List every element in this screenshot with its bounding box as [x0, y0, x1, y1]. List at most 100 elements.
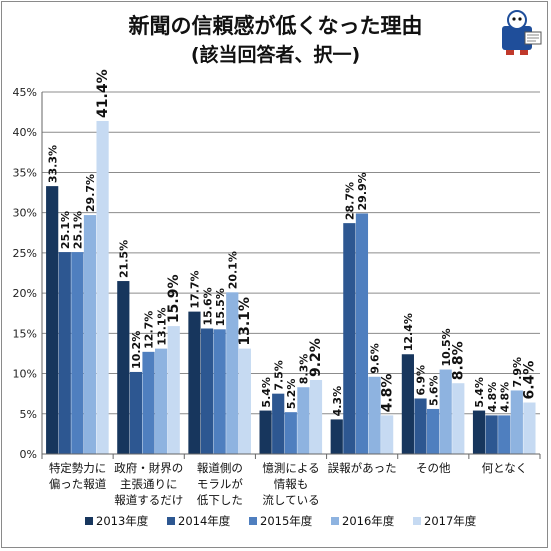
bar	[155, 348, 168, 454]
bar	[381, 415, 394, 454]
bar	[238, 348, 251, 454]
legend-swatch	[413, 517, 421, 525]
data-label: 33.3%	[46, 145, 59, 183]
data-label: 13.1%	[237, 297, 253, 346]
x-category-label: 報道するだけ	[114, 493, 183, 507]
data-label: 15.5%	[214, 288, 227, 326]
bar	[414, 398, 427, 454]
y-tick-label: 40%	[13, 126, 37, 139]
bar	[83, 215, 97, 454]
data-label: 29.7%	[84, 174, 97, 212]
x-category-label: 主張通りに	[120, 477, 178, 491]
data-label: 21.5%	[118, 240, 131, 278]
x-category-label: 流している	[262, 493, 319, 507]
bar	[452, 383, 465, 454]
bar	[46, 186, 59, 454]
bar	[355, 213, 369, 454]
x-category-label: 偏った報道	[49, 477, 107, 491]
y-tick-label: 35%	[13, 166, 37, 179]
x-category-label: その他	[416, 461, 451, 475]
chart-subtitle: (該当回答者、択一)	[190, 44, 361, 66]
bar	[259, 410, 272, 454]
bar	[330, 419, 343, 454]
data-label: 6.9%	[415, 365, 428, 396]
x-category-label: 情報も	[274, 477, 309, 491]
newspaper-mascot-icon	[502, 10, 542, 55]
data-labels: 33.3%25.1% 25.1%29.7%41.4%21.5%10.2%12.7%…	[46, 69, 537, 416]
data-label: 12.7%	[143, 311, 156, 349]
bar	[71, 252, 84, 454]
data-label: 7.9%	[511, 357, 524, 388]
x-category-label: 政府・財界の	[114, 461, 183, 475]
data-label: 25.1%	[72, 211, 85, 249]
bars	[46, 120, 536, 455]
bar	[200, 328, 214, 454]
data-label: 10.5%	[440, 328, 453, 366]
bar	[439, 369, 452, 454]
data-label: 7.5%	[272, 360, 285, 391]
bar	[226, 292, 239, 454]
data-label: 28.7%	[344, 182, 357, 220]
y-tick-label: 15%	[13, 327, 37, 340]
bar	[343, 223, 356, 454]
data-label: 8.8%	[450, 341, 466, 380]
y-tick-label: 10%	[13, 368, 37, 381]
data-label: 5.2%	[285, 379, 298, 410]
bar	[485, 415, 498, 454]
legend-label: 2015年度	[260, 514, 313, 528]
data-label: 17.7%	[189, 270, 202, 308]
data-label: 12.4%	[402, 313, 415, 351]
legend-label: 2013年度	[96, 514, 149, 528]
y-tick-label: 30%	[13, 207, 37, 220]
bar	[142, 351, 155, 454]
data-label: 10.2%	[130, 331, 143, 369]
legend-swatch	[249, 517, 257, 525]
data-label: 25.1%	[59, 211, 72, 249]
data-label: 9.2%	[308, 338, 324, 377]
data-label: 8.3%	[298, 354, 311, 385]
y-tick-label: 0%	[20, 448, 37, 461]
data-label: 41.4%	[95, 69, 111, 118]
bar	[272, 393, 285, 454]
data-label: 29.9%	[356, 172, 369, 210]
y-tick-label: 5%	[20, 408, 37, 421]
bar	[523, 402, 536, 454]
legend-swatch	[331, 517, 339, 525]
legend-label: 2017年度	[424, 514, 477, 528]
y-axis: 0% 5% 10% 15% 20% 25% 30% 35% 40% 45%	[13, 86, 43, 461]
legend: 2013年度 2014年度 2015年度 2016年度 2017年度	[85, 514, 477, 528]
bar	[188, 311, 201, 454]
data-label: 15.6%	[201, 287, 214, 325]
data-label: 5.4%	[473, 377, 486, 408]
chart-title: 新聞の信頼感が低くなった理由	[128, 14, 423, 38]
bar	[498, 415, 511, 454]
data-label: 9.6%	[369, 343, 382, 374]
bar	[297, 387, 310, 454]
bar	[309, 379, 323, 454]
bar	[96, 120, 109, 455]
x-category-label: 何となく	[482, 461, 528, 475]
bar	[284, 412, 297, 454]
data-label: 5.6%	[427, 375, 440, 406]
bar	[117, 281, 130, 454]
legend-swatch	[85, 517, 93, 525]
data-label: 20.1%	[226, 251, 239, 289]
data-label: 4.8%	[486, 382, 499, 413]
legend-label: 2016年度	[342, 514, 395, 528]
bar	[368, 376, 381, 454]
y-tick-label: 25%	[13, 247, 37, 260]
y-tick-label: 45%	[13, 86, 37, 99]
data-label: 5.4%	[260, 377, 273, 408]
legend-swatch	[167, 517, 175, 525]
bar	[167, 326, 180, 454]
data-label: 4.3%	[331, 386, 344, 417]
legend-label: 2014年度	[178, 514, 231, 528]
data-label: 4.8%	[379, 374, 395, 413]
bar	[213, 329, 226, 454]
data-label: 15.9%	[166, 275, 182, 324]
bar	[401, 354, 414, 454]
bar	[426, 408, 440, 454]
